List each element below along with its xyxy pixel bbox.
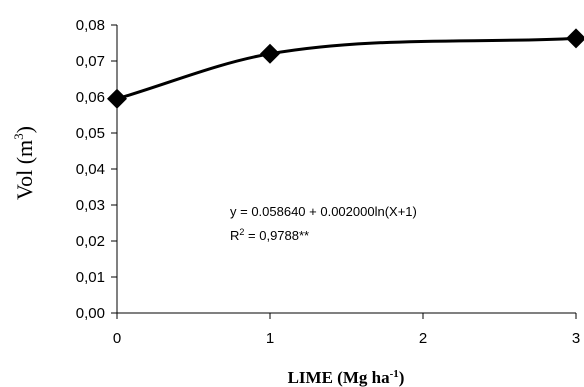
y-tick-label: 0,02	[76, 233, 105, 250]
y-tick-label: 0,07	[76, 53, 105, 70]
x-tick-label: 3	[572, 330, 580, 347]
y-tick-label: 0,01	[76, 269, 105, 286]
x-tick-label: 0	[113, 330, 121, 347]
x-tick-label: 2	[419, 330, 427, 347]
data-point-marker	[566, 28, 584, 49]
y-axis-ticks: 0,00 0,01 0,02 0,03 0,04 0,05 0,06 0,07 0,08	[76, 17, 117, 322]
y-tick-label: 0,04	[76, 161, 105, 178]
data-point-marker	[260, 43, 280, 64]
y-tick-label: 0,08	[76, 17, 105, 34]
y-axis-title: Vol (m3)	[11, 126, 37, 200]
series-line	[116, 36, 577, 101]
data-point-marker	[107, 88, 127, 109]
x-tick-label: 1	[266, 330, 274, 347]
y-tick-label: 0,03	[76, 197, 105, 214]
r-squared: R2 = 0,9788**	[230, 227, 309, 243]
data-markers	[107, 28, 584, 109]
y-tick-label: 0,00	[76, 305, 105, 322]
y-tick-label: 0,06	[76, 89, 105, 106]
x-axis-ticks: 0 1 2 3	[113, 313, 580, 347]
trend-equation: y = 0.058640 + 0.002000ln(X+1)	[230, 204, 417, 219]
y-tick-label: 0,05	[76, 125, 105, 142]
x-axis-title: LIME (Mg ha-1)	[288, 368, 405, 387]
